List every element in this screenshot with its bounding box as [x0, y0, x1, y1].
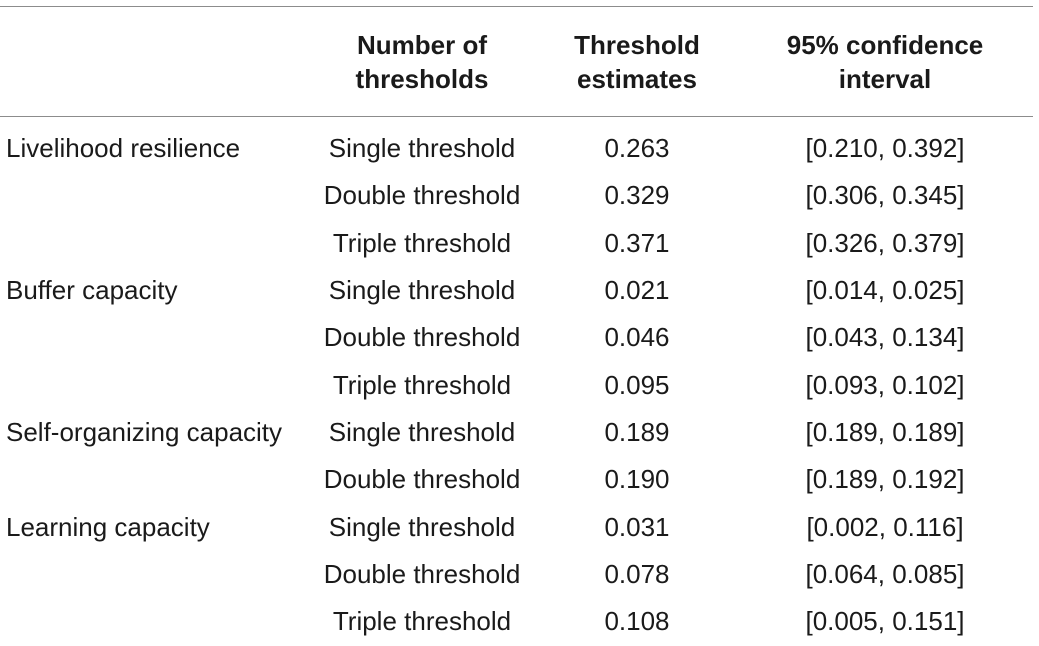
- cell-estimate: 0.329: [604, 180, 670, 211]
- table-row: Triple threshold 0.371 [0.326, 0.379]: [0, 220, 1033, 267]
- cell-threshold-type: Single threshold: [328, 133, 516, 164]
- table-body: Livelihood resilience Single threshold 0…: [0, 117, 1033, 646]
- cell-confidence-interval: [0.326, 0.379]: [805, 227, 965, 258]
- table-row: Double threshold 0.078 [0.064, 0.085]: [0, 551, 1033, 598]
- cell-group: [0, 361, 307, 408]
- table-row: Self-organizing capacity Single threshol…: [0, 409, 1033, 456]
- table-header: Number of thresholds Threshold estimates…: [0, 6, 1033, 117]
- cell-confidence-interval: [0.189, 0.189]: [805, 416, 965, 447]
- cell-threshold-type: Double threshold: [323, 558, 521, 589]
- cell-estimate: 0.095: [604, 369, 670, 400]
- header-confidence-interval-line1: 95% confidence: [786, 29, 984, 60]
- cell-estimate: 0.190: [604, 464, 670, 495]
- cell-estimate: 0.031: [604, 511, 670, 542]
- cell-group: [0, 598, 307, 645]
- cell-group: Learning capacity: [6, 511, 210, 542]
- table-row: Buffer capacity Single threshold 0.021 […: [0, 267, 1033, 314]
- table-row: Double threshold 0.190 [0.189, 0.192]: [0, 456, 1033, 503]
- cell-threshold-type: Double threshold: [323, 322, 521, 353]
- header-threshold-estimates-line1: Threshold: [574, 29, 700, 60]
- header-confidence-interval: 95% confidence interval: [737, 7, 1033, 117]
- cell-confidence-interval: [0.064, 0.085]: [805, 558, 965, 589]
- header-threshold-estimates-line2: estimates: [577, 63, 697, 94]
- table-row: Double threshold 0.046 [0.043, 0.134]: [0, 314, 1033, 361]
- cell-confidence-interval: [0.014, 0.025]: [805, 275, 965, 306]
- cell-confidence-interval: [0.189, 0.192]: [805, 464, 965, 495]
- cell-threshold-type: Single threshold: [328, 511, 516, 542]
- cell-group: Livelihood resilience: [6, 133, 241, 164]
- cell-group: Buffer capacity: [6, 275, 178, 306]
- table-row: Learning capacity Single threshold 0.031…: [0, 503, 1033, 550]
- cell-confidence-interval: [0.306, 0.345]: [805, 180, 965, 211]
- cell-threshold-type: Triple threshold: [332, 227, 512, 258]
- cell-estimate: 0.108: [604, 606, 670, 637]
- cell-estimate: 0.021: [604, 275, 670, 306]
- cell-group: [0, 314, 307, 361]
- cell-confidence-interval: [0.002, 0.116]: [806, 511, 964, 542]
- cell-threshold-type: Triple threshold: [332, 606, 512, 637]
- cell-threshold-type: Triple threshold: [332, 369, 512, 400]
- cell-estimate: 0.078: [604, 558, 670, 589]
- header-row: Number of thresholds Threshold estimates…: [0, 6, 1033, 117]
- cell-estimate: 0.189: [604, 416, 670, 447]
- cell-estimate: 0.263: [604, 133, 670, 164]
- header-dimension: [0, 7, 307, 117]
- cell-confidence-interval: [0.093, 0.102]: [805, 369, 965, 400]
- cell-threshold-type: Double threshold: [323, 464, 521, 495]
- cell-group: [0, 551, 307, 598]
- header-confidence-interval-line2: interval: [838, 63, 932, 94]
- header-number-of-thresholds-line1: Number of: [357, 29, 487, 60]
- header-threshold-estimates: Threshold estimates: [537, 7, 737, 117]
- table-row: Double threshold 0.329 [0.306, 0.345]: [0, 172, 1033, 219]
- cell-estimate: 0.371: [604, 227, 670, 258]
- header-number-of-thresholds-line2: thresholds: [355, 63, 489, 94]
- cell-confidence-interval: [0.043, 0.134]: [805, 322, 965, 353]
- threshold-table: Number of thresholds Threshold estimates…: [0, 6, 1033, 645]
- table-row: Triple threshold 0.108 [0.005, 0.151]: [0, 598, 1033, 645]
- cell-threshold-type: Double threshold: [323, 180, 521, 211]
- table-row: Triple threshold 0.095 [0.093, 0.102]: [0, 361, 1033, 408]
- cell-threshold-type: Single threshold: [328, 416, 516, 447]
- cell-threshold-type: Single threshold: [328, 275, 516, 306]
- cell-group: [0, 456, 307, 503]
- cell-confidence-interval: [0.005, 0.151]: [805, 606, 965, 637]
- cell-group: [0, 220, 307, 267]
- cell-estimate: 0.046: [604, 322, 670, 353]
- table-row: Livelihood resilience Single threshold 0…: [0, 117, 1033, 173]
- header-number-of-thresholds: Number of thresholds: [307, 7, 537, 117]
- cell-confidence-interval: [0.210, 0.392]: [805, 133, 965, 164]
- cell-group: Self-organizing capacity: [6, 416, 283, 447]
- cell-group: [0, 172, 307, 219]
